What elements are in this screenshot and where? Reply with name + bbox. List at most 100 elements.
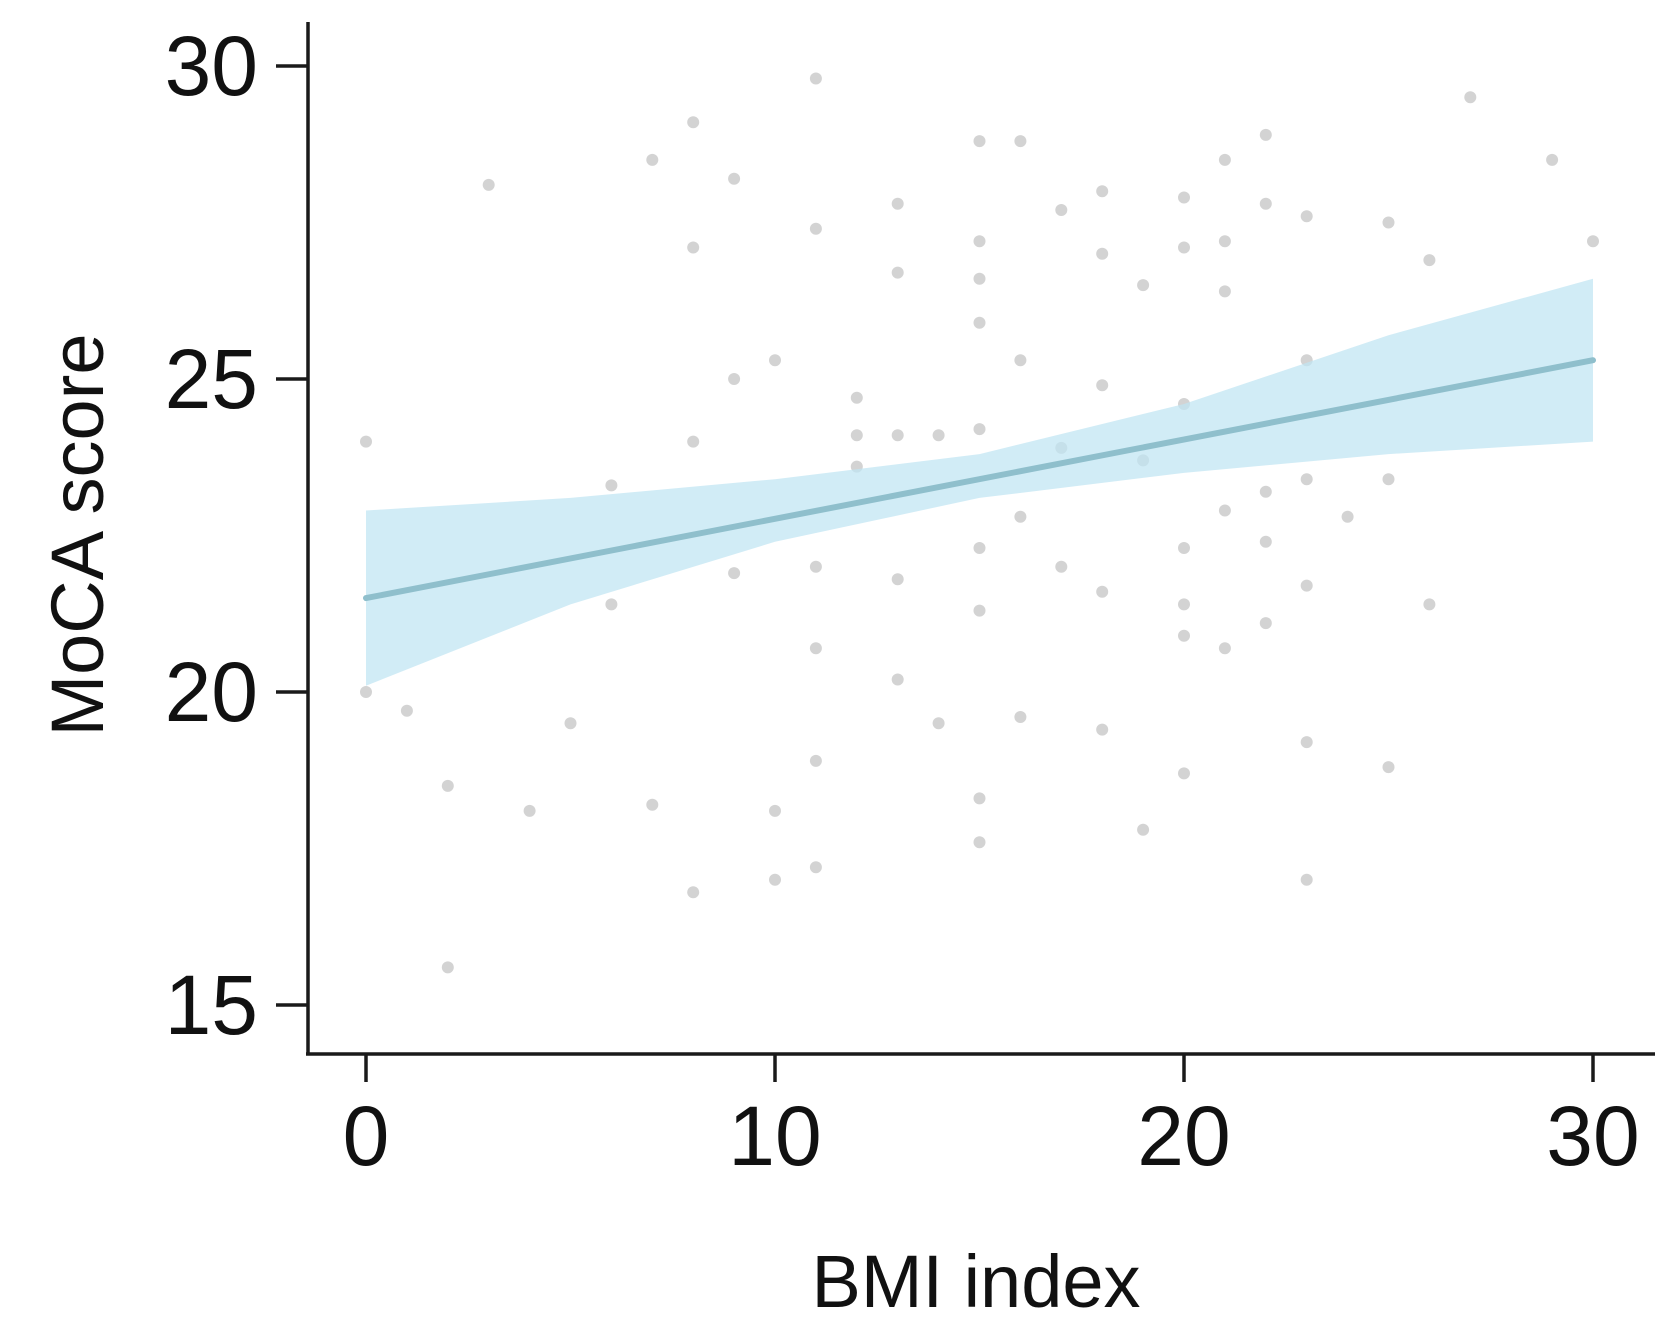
data-point — [605, 598, 618, 611]
data-point — [1137, 823, 1150, 836]
data-point — [1014, 510, 1027, 523]
data-point — [973, 316, 986, 329]
data-point — [932, 717, 945, 730]
data-point — [1178, 598, 1190, 611]
y-axis-title: MoCA score — [36, 333, 119, 736]
data-point — [1096, 379, 1109, 392]
data-point — [728, 373, 741, 385]
data-point — [441, 961, 454, 974]
data-point — [973, 542, 986, 554]
y-tick-label: 25 — [165, 332, 258, 426]
data-point — [1300, 579, 1313, 592]
data-point — [1055, 204, 1068, 216]
data-point — [1137, 279, 1150, 292]
x-tick-label: 20 — [1137, 1089, 1230, 1183]
data-point — [850, 391, 863, 404]
data-point — [1218, 235, 1231, 248]
x-axis-title: BMI index — [811, 1240, 1140, 1323]
data-point — [1259, 535, 1272, 548]
data-point — [1423, 598, 1436, 611]
data-point — [973, 792, 986, 805]
x-tick-label: 0 — [343, 1089, 390, 1183]
data-point — [973, 235, 986, 248]
data-point — [769, 354, 781, 367]
data-point — [1341, 510, 1354, 523]
data-point — [400, 704, 413, 717]
data-point — [973, 604, 986, 617]
plot-area — [360, 72, 1599, 974]
data-point — [850, 429, 863, 442]
data-point — [809, 754, 822, 767]
data-point — [1300, 210, 1313, 223]
data-point — [891, 673, 904, 686]
data-point — [1096, 247, 1109, 260]
data-point — [482, 178, 495, 191]
data-point — [891, 266, 904, 279]
data-point — [360, 435, 372, 448]
data-point — [687, 116, 700, 129]
data-point — [1096, 585, 1109, 598]
y-axis-ticks: 15 20 25 30 — [165, 19, 308, 1052]
data-point — [973, 423, 986, 436]
data-point — [1300, 736, 1313, 749]
data-point — [1055, 560, 1068, 573]
data-point — [1218, 153, 1231, 166]
data-point — [891, 197, 904, 210]
data-point — [891, 573, 904, 586]
data-point — [1178, 191, 1190, 204]
data-point — [1259, 485, 1272, 498]
data-point — [932, 429, 945, 442]
data-point — [687, 435, 700, 448]
data-point — [1382, 761, 1395, 774]
y-tick-label: 30 — [165, 19, 258, 113]
data-point — [1014, 354, 1027, 367]
data-point — [1178, 629, 1190, 642]
data-point — [891, 429, 904, 442]
data-point — [809, 560, 822, 573]
data-point — [646, 153, 659, 166]
data-point — [1300, 873, 1313, 886]
data-point — [1014, 711, 1027, 723]
data-point — [973, 135, 986, 148]
data-point — [687, 886, 700, 899]
y-tick-label: 20 — [165, 645, 258, 739]
x-axis-ticks: 0 10 20 30 — [343, 1054, 1640, 1183]
data-point — [809, 72, 822, 85]
data-point — [1218, 504, 1231, 517]
regression-line — [363, 357, 1596, 602]
data-point — [1464, 91, 1477, 104]
data-point — [728, 172, 741, 185]
data-point — [1096, 723, 1109, 736]
y-tick-label: 15 — [165, 958, 258, 1052]
data-point — [1259, 128, 1272, 141]
data-point — [646, 798, 659, 811]
data-point — [809, 222, 822, 235]
data-point — [1096, 185, 1109, 198]
x-tick-label: 10 — [728, 1089, 821, 1183]
data-point — [1300, 473, 1313, 486]
data-point — [1382, 216, 1395, 229]
data-point — [1259, 617, 1272, 630]
data-point — [1178, 241, 1190, 254]
data-point — [1587, 235, 1599, 248]
data-point — [1259, 197, 1272, 210]
data-point — [1014, 135, 1027, 148]
data-point — [973, 272, 986, 285]
data-point — [809, 861, 822, 874]
data-point — [523, 804, 536, 817]
data-point — [564, 717, 577, 730]
data-point — [1546, 153, 1559, 166]
data-point — [1382, 473, 1395, 486]
data-point — [1218, 285, 1231, 298]
data-point — [360, 686, 372, 698]
data-point — [441, 779, 454, 792]
data-point — [1423, 254, 1436, 267]
data-point — [728, 567, 741, 580]
data-point — [1218, 642, 1231, 655]
data-point — [973, 836, 986, 849]
data-point — [769, 804, 781, 817]
data-point — [605, 479, 618, 492]
confidence-band — [366, 278, 1593, 686]
data-point — [1178, 542, 1190, 554]
x-tick-label: 30 — [1546, 1089, 1639, 1183]
